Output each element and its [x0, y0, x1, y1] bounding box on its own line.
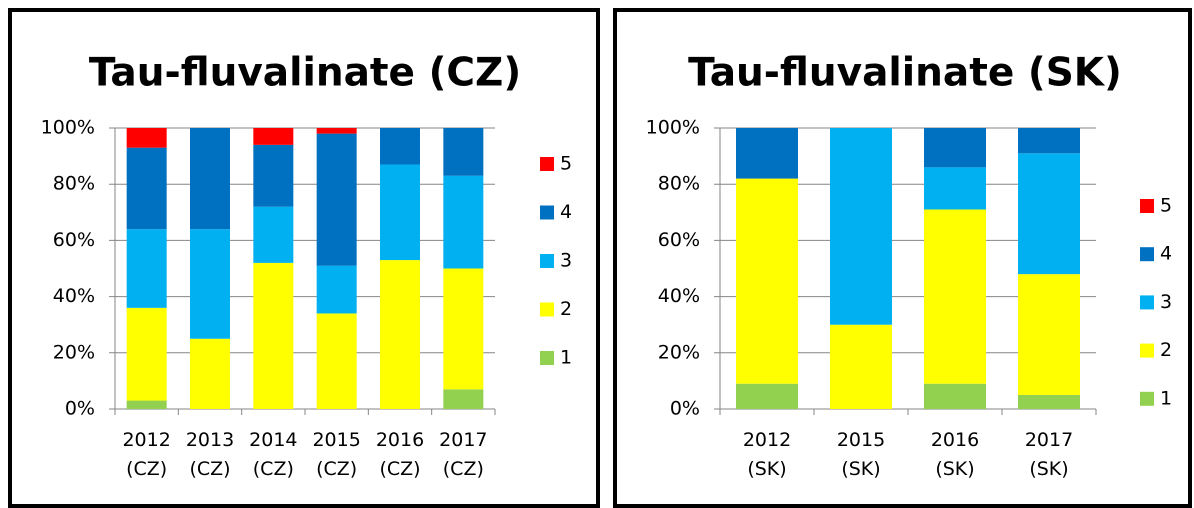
y-tick-label: 80% — [53, 173, 95, 195]
bar-segment — [1018, 128, 1080, 154]
y-tick-label: 20% — [658, 341, 700, 363]
bar-segment — [443, 268, 484, 390]
bar-segment — [830, 128, 892, 325]
bar-segment — [253, 206, 294, 263]
x-tick-label: 2012 (SK) — [742, 429, 792, 480]
legend-label: 2 — [1160, 339, 1172, 361]
legend-swatch — [1140, 391, 1154, 406]
y-tick-label: 100% — [41, 117, 95, 139]
legend-label: 4 — [560, 201, 572, 223]
legend-swatch — [540, 302, 554, 317]
chart-title: Tau-fluvalinate (CZ) — [89, 51, 521, 96]
y-tick-label: 0% — [670, 398, 700, 420]
x-tick-label: 2016 (SK) — [930, 429, 980, 480]
bar-segment — [443, 389, 484, 409]
bar-segment — [830, 324, 892, 409]
legend-swatch — [540, 351, 554, 365]
bar-segment — [380, 164, 420, 261]
bar-segment — [316, 313, 357, 409]
bar-segment — [924, 167, 986, 210]
x-tick-label: 2015 (CZ) — [312, 429, 361, 480]
bar-segment — [253, 144, 294, 207]
legend-label: 2 — [560, 298, 572, 320]
bar-segment — [253, 128, 294, 145]
bar-segment — [253, 262, 294, 409]
bar-segment — [924, 209, 986, 384]
bar-segment — [126, 400, 167, 409]
legend-swatch — [540, 254, 554, 268]
legend-label: 3 — [1160, 291, 1172, 313]
legend-swatch — [1140, 343, 1154, 358]
y-tick-label: 40% — [53, 285, 95, 307]
bar-segment — [190, 229, 230, 339]
y-tick-label: 20% — [53, 341, 95, 363]
bar-segment — [736, 383, 798, 409]
y-tick-label: 60% — [658, 229, 700, 251]
x-tick-label: 2013 (CZ) — [185, 429, 235, 480]
legend-label: 1 — [1160, 387, 1172, 409]
bar-segment — [1018, 153, 1080, 275]
legend-label: 5 — [560, 153, 572, 175]
y-tick-label: 80% — [658, 173, 700, 195]
bar-segment — [126, 229, 167, 308]
bar-segment — [380, 260, 420, 409]
legend-label: 4 — [1160, 243, 1172, 265]
bar-segment — [443, 128, 484, 176]
x-tick-label: 2017 (SK) — [1024, 429, 1074, 480]
bar-segment — [1018, 274, 1080, 395]
legend-swatch — [540, 157, 554, 171]
bar-segment — [126, 307, 167, 401]
legend-label: 5 — [1160, 195, 1172, 217]
bar-segment — [126, 147, 167, 230]
bar-segment — [190, 128, 230, 230]
bar-segment — [316, 133, 357, 266]
x-tick-label: 2012 (CZ) — [122, 429, 171, 480]
legend-label: 1 — [560, 347, 572, 369]
bar-segment — [316, 128, 357, 134]
legend-label: 3 — [560, 250, 572, 272]
x-tick-label: 2015 (SK) — [836, 429, 886, 480]
bar-segment — [736, 178, 798, 384]
bar-segment — [736, 128, 798, 179]
y-tick-label: 0% — [65, 398, 95, 420]
x-tick-label: 2017 (CZ) — [439, 429, 488, 480]
bar-segment — [126, 128, 167, 148]
x-tick-label: 2014 (CZ) — [249, 429, 298, 480]
chart-title: Tau-fluvalinate (SK) — [688, 51, 1122, 96]
bar-segment — [924, 383, 986, 409]
x-tick-label: 2016 (CZ) — [375, 429, 425, 480]
bar-segment — [316, 265, 357, 314]
legend-swatch — [1140, 247, 1154, 262]
legend-swatch — [1140, 295, 1154, 310]
y-tick-label: 100% — [646, 117, 700, 139]
bar-segment — [924, 128, 986, 168]
y-tick-label: 60% — [53, 229, 95, 251]
legend-swatch — [1140, 199, 1154, 213]
bar-segment — [1018, 394, 1080, 409]
bar-segment — [443, 175, 484, 269]
bar-segment — [380, 128, 420, 165]
y-tick-label: 40% — [658, 285, 700, 307]
legend-swatch — [540, 205, 554, 220]
bar-segment — [190, 338, 230, 409]
